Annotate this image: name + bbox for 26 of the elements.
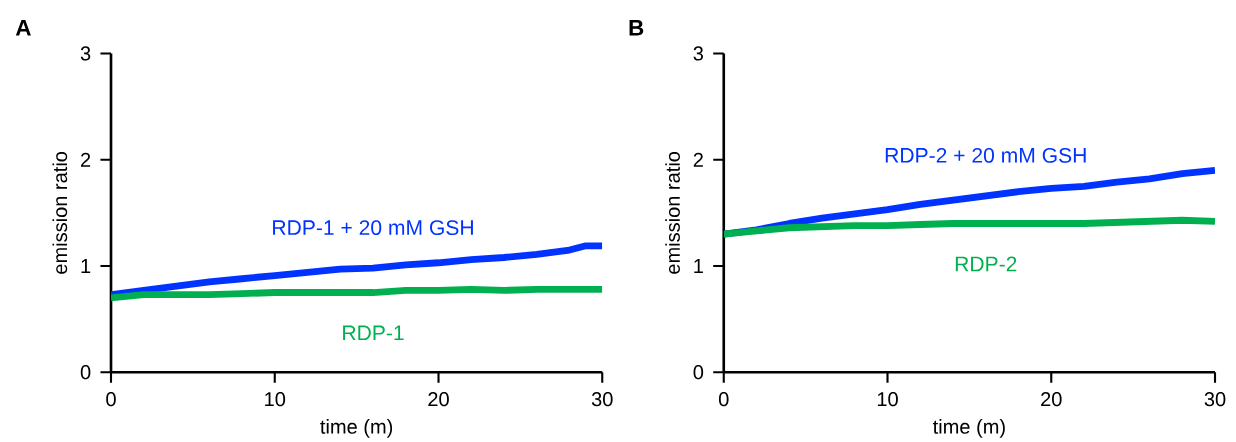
x-tick-label: 10 [877,392,898,407]
chart-title: B [629,20,644,36]
x-tick-label: 30 [1204,392,1226,407]
x-axis-title: time (m) [320,419,393,438]
y-tick-label: 1 [81,259,91,273]
x-tick-label: 0 [718,392,729,407]
x-tick-label: 20 [1041,392,1062,407]
series-label: RDP-2 [955,256,1017,272]
series-label: RDP-1 [343,325,404,341]
x-tick-label: 20 [428,392,449,407]
y-tick-label: 1 [694,259,703,273]
y-axis-title: emission ratio [665,151,680,274]
y-tick-label: 0 [80,365,91,380]
y-tick-label: 3 [80,46,91,61]
series-label: RDP-2 + 20 mM GSH [885,147,1086,163]
y-tick-label: 2 [693,152,703,167]
x-tick-label: 0 [106,392,116,407]
series-label: RDP-1 + 20 mM GSH [273,220,473,236]
y-tick-label: 0 [693,365,704,380]
y-axis-title: emission ratio [52,151,68,274]
x-tick-label: 10 [265,392,286,407]
y-tick-label: 2 [80,152,91,167]
chart-title: A [15,20,31,36]
x-axis-title: time (m) [932,419,1005,438]
x-tick-label: 30 [591,392,613,407]
y-tick-label: 3 [693,46,704,61]
